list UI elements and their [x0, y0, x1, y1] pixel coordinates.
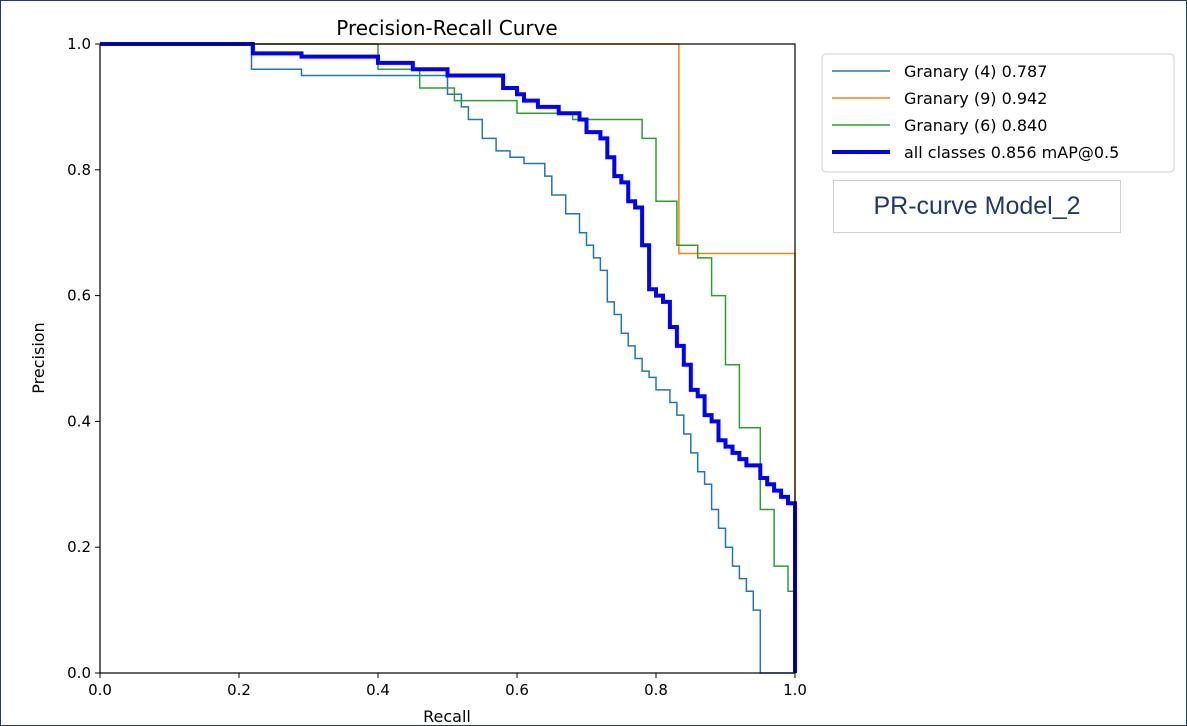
y-tick-label-4: 0.8: [67, 161, 91, 179]
legend-label-2: Granary (6) 0.840: [904, 116, 1047, 135]
x-tick-label-5: 1.0: [783, 681, 807, 699]
x-tick-label-3: 0.6: [505, 681, 529, 699]
series-line-3: [100, 42, 797, 673]
y-tick-label-1: 0.2: [67, 538, 91, 556]
y-axis-label: Precision: [29, 322, 48, 393]
y-tick-label-3: 0.6: [67, 287, 91, 305]
legend-label-0: Granary (4) 0.787: [904, 62, 1047, 81]
x-axis-label: Recall: [423, 707, 471, 726]
legend-label-1: Granary (9) 0.942: [904, 89, 1047, 108]
x-tick-label-2: 0.4: [366, 681, 390, 699]
plot-lines: [100, 42, 797, 674]
chart-title: Precision-Recall Curve: [336, 16, 557, 40]
model-note-box: PR-curve Model_2: [833, 180, 1121, 233]
x-tick-label-1: 0.2: [227, 681, 251, 699]
y-tick-label-2: 0.4: [67, 412, 91, 430]
legend-label-3: all classes 0.856 mAP@0.5: [904, 143, 1119, 162]
series-line-2: [100, 43, 796, 673]
y-tick-label-0: 0.0: [67, 664, 91, 682]
legend: Granary (4) 0.787 Granary (9) 0.942 Granar…: [821, 53, 1175, 173]
legend-box: [821, 53, 1175, 173]
series-line-0: [100, 43, 795, 674]
series-line-1: [100, 43, 796, 673]
plot-area: [99, 43, 796, 674]
axis-ticks: 0.0 0.2 0.4 0.6 0.8 1.0 0.0 0.2 0.4 0.6 0.8 1.0: [67, 35, 807, 699]
x-tick-label-4: 0.8: [644, 681, 668, 699]
x-tick-label-0: 0.0: [88, 681, 112, 699]
y-tick-label-5: 1.0: [67, 35, 91, 53]
model-note-text: PR-curve Model_2: [873, 192, 1081, 220]
